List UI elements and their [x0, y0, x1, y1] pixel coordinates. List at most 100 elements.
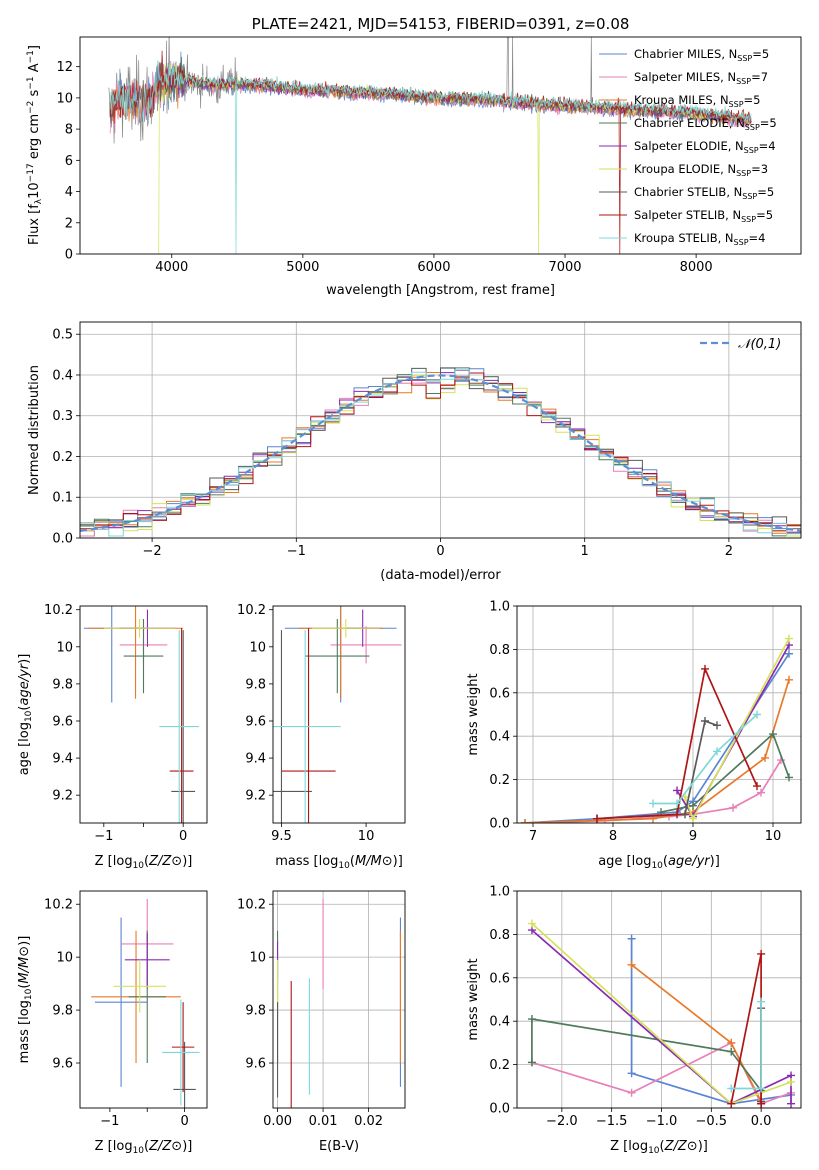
y-axis-label: mass [log10(M/M⊙)]	[17, 936, 34, 1064]
model-spectrum	[109, 60, 752, 254]
x-tick-label: 10	[765, 829, 782, 844]
y-tick-label: 0.2	[52, 450, 73, 465]
x-tick-label: 4000	[155, 260, 188, 275]
x-tick-label: −1.0	[646, 1114, 678, 1129]
label-part: λ	[34, 198, 44, 204]
plot-area	[80, 367, 801, 537]
y-tick-label: 10	[56, 91, 73, 106]
x-axis-label: Z [log10(Z/Z⊙)]	[610, 1139, 708, 1156]
plot-area	[108, 37, 752, 254]
y-tick-label: 1.0	[489, 885, 510, 900]
label-part: =4	[759, 139, 776, 153]
chart-title: PLATE=2421, MJD=54153, FIBERID=0391, z=0…	[252, 15, 630, 33]
label-part: log	[17, 722, 32, 742]
label-part: log	[17, 1000, 32, 1020]
y-axis-label: mass weight	[466, 958, 481, 1040]
label-part: =5	[744, 93, 761, 107]
data-marker	[673, 799, 681, 808]
x-tick-label: 8000	[680, 260, 713, 275]
mass-weight-line	[596, 666, 758, 820]
label-part: (	[350, 854, 355, 869]
y-tick-label: 0.6	[489, 971, 510, 986]
plot-area	[277, 898, 401, 1108]
label-part: mass [	[17, 1020, 32, 1063]
x-tick-label: −0.5	[696, 1114, 728, 1129]
data-marker	[785, 649, 793, 658]
label-part: )	[710, 854, 715, 869]
axes-frame	[79, 890, 208, 1109]
data-marker	[753, 782, 761, 791]
y-axis-label: age [log10(age/yr)]	[17, 654, 34, 776]
label-part: Salpeter MILES, N	[634, 70, 736, 84]
label-part: Z/Z⊙	[664, 1139, 698, 1154]
y-tick-label: 0.1	[52, 491, 73, 506]
axes-frame	[272, 890, 406, 1109]
label-part: 10	[24, 710, 34, 722]
label-part: age/yr	[668, 854, 711, 869]
data-marker	[757, 1099, 766, 1108]
label-part: )	[17, 941, 32, 946]
label-part: 10	[24, 988, 34, 1000]
label-part: age/yr	[17, 662, 32, 705]
data-marker	[627, 934, 636, 943]
data-marker	[681, 810, 689, 819]
label-part: ]	[17, 936, 32, 941]
data-marker	[527, 1015, 536, 1024]
y-tick-label: 9.6	[245, 1057, 266, 1072]
label-part: log	[113, 1139, 133, 1154]
label-part: Z [	[610, 1139, 628, 1154]
label-part: =5	[760, 116, 777, 130]
data-marker	[727, 1038, 736, 1047]
x-axis-label: (data-model)/error	[380, 568, 501, 583]
label-part: Z/Z⊙	[148, 854, 182, 869]
label-part: =4	[749, 231, 766, 245]
data-marker	[527, 1058, 536, 1067]
y-tick-label: 10	[249, 951, 266, 966]
data-marker	[757, 997, 766, 1006]
axes-frame	[516, 890, 802, 1109]
label-part: age [	[598, 854, 631, 869]
x-tick-label: −1.5	[596, 1114, 628, 1129]
axes-frame	[79, 36, 802, 255]
data-marker	[649, 799, 657, 808]
label-part: SSP	[729, 100, 744, 109]
label-part: M/M⊙	[17, 946, 32, 984]
label-part: log	[319, 854, 339, 869]
y-tick-label: 0.4	[489, 1015, 510, 1030]
data-marker	[727, 1084, 736, 1093]
label-part: 10	[338, 861, 350, 871]
label-part: SSP	[737, 54, 752, 63]
residual-histogram	[80, 369, 801, 537]
axes-frame	[516, 605, 802, 824]
y-tick-label: 0.4	[52, 368, 73, 383]
label-part: (	[144, 854, 149, 869]
y-tick-label: 10	[249, 640, 266, 655]
y-tick-label: 10.2	[237, 603, 266, 618]
y-tick-label: 0.4	[489, 730, 510, 745]
label-part: s	[27, 89, 42, 100]
label-part: ]	[398, 854, 403, 869]
y-tick-label: 9.8	[52, 677, 73, 692]
y-tick-label: 2	[65, 216, 73, 231]
residual-histogram	[80, 367, 801, 530]
data-marker	[787, 1077, 796, 1086]
label-part: Chabrier STELIB, N	[634, 185, 742, 199]
label-part: SSP	[734, 238, 749, 247]
data-marker	[785, 675, 793, 684]
label-part: log	[628, 1139, 648, 1154]
plot-area	[273, 606, 402, 823]
data-marker	[713, 721, 721, 730]
x-tick-label: 9.5	[271, 829, 292, 844]
x-tick-label: 0.00	[263, 1114, 292, 1129]
legend-entry: Salpeter MILES, NSSP=7	[634, 70, 768, 86]
label-part: SSP	[742, 192, 757, 201]
x-axis-label: Z [log10(Z/Z⊙)]	[95, 854, 193, 871]
label-part: Chabrier ELODIE, N	[634, 116, 745, 130]
y-tick-label: 8	[65, 123, 73, 138]
y-tick-label: 0.0	[489, 1102, 510, 1117]
label-part: SSP	[745, 123, 760, 132]
data-marker	[761, 753, 769, 762]
label-part: Chabrier MILES, N	[634, 47, 737, 61]
